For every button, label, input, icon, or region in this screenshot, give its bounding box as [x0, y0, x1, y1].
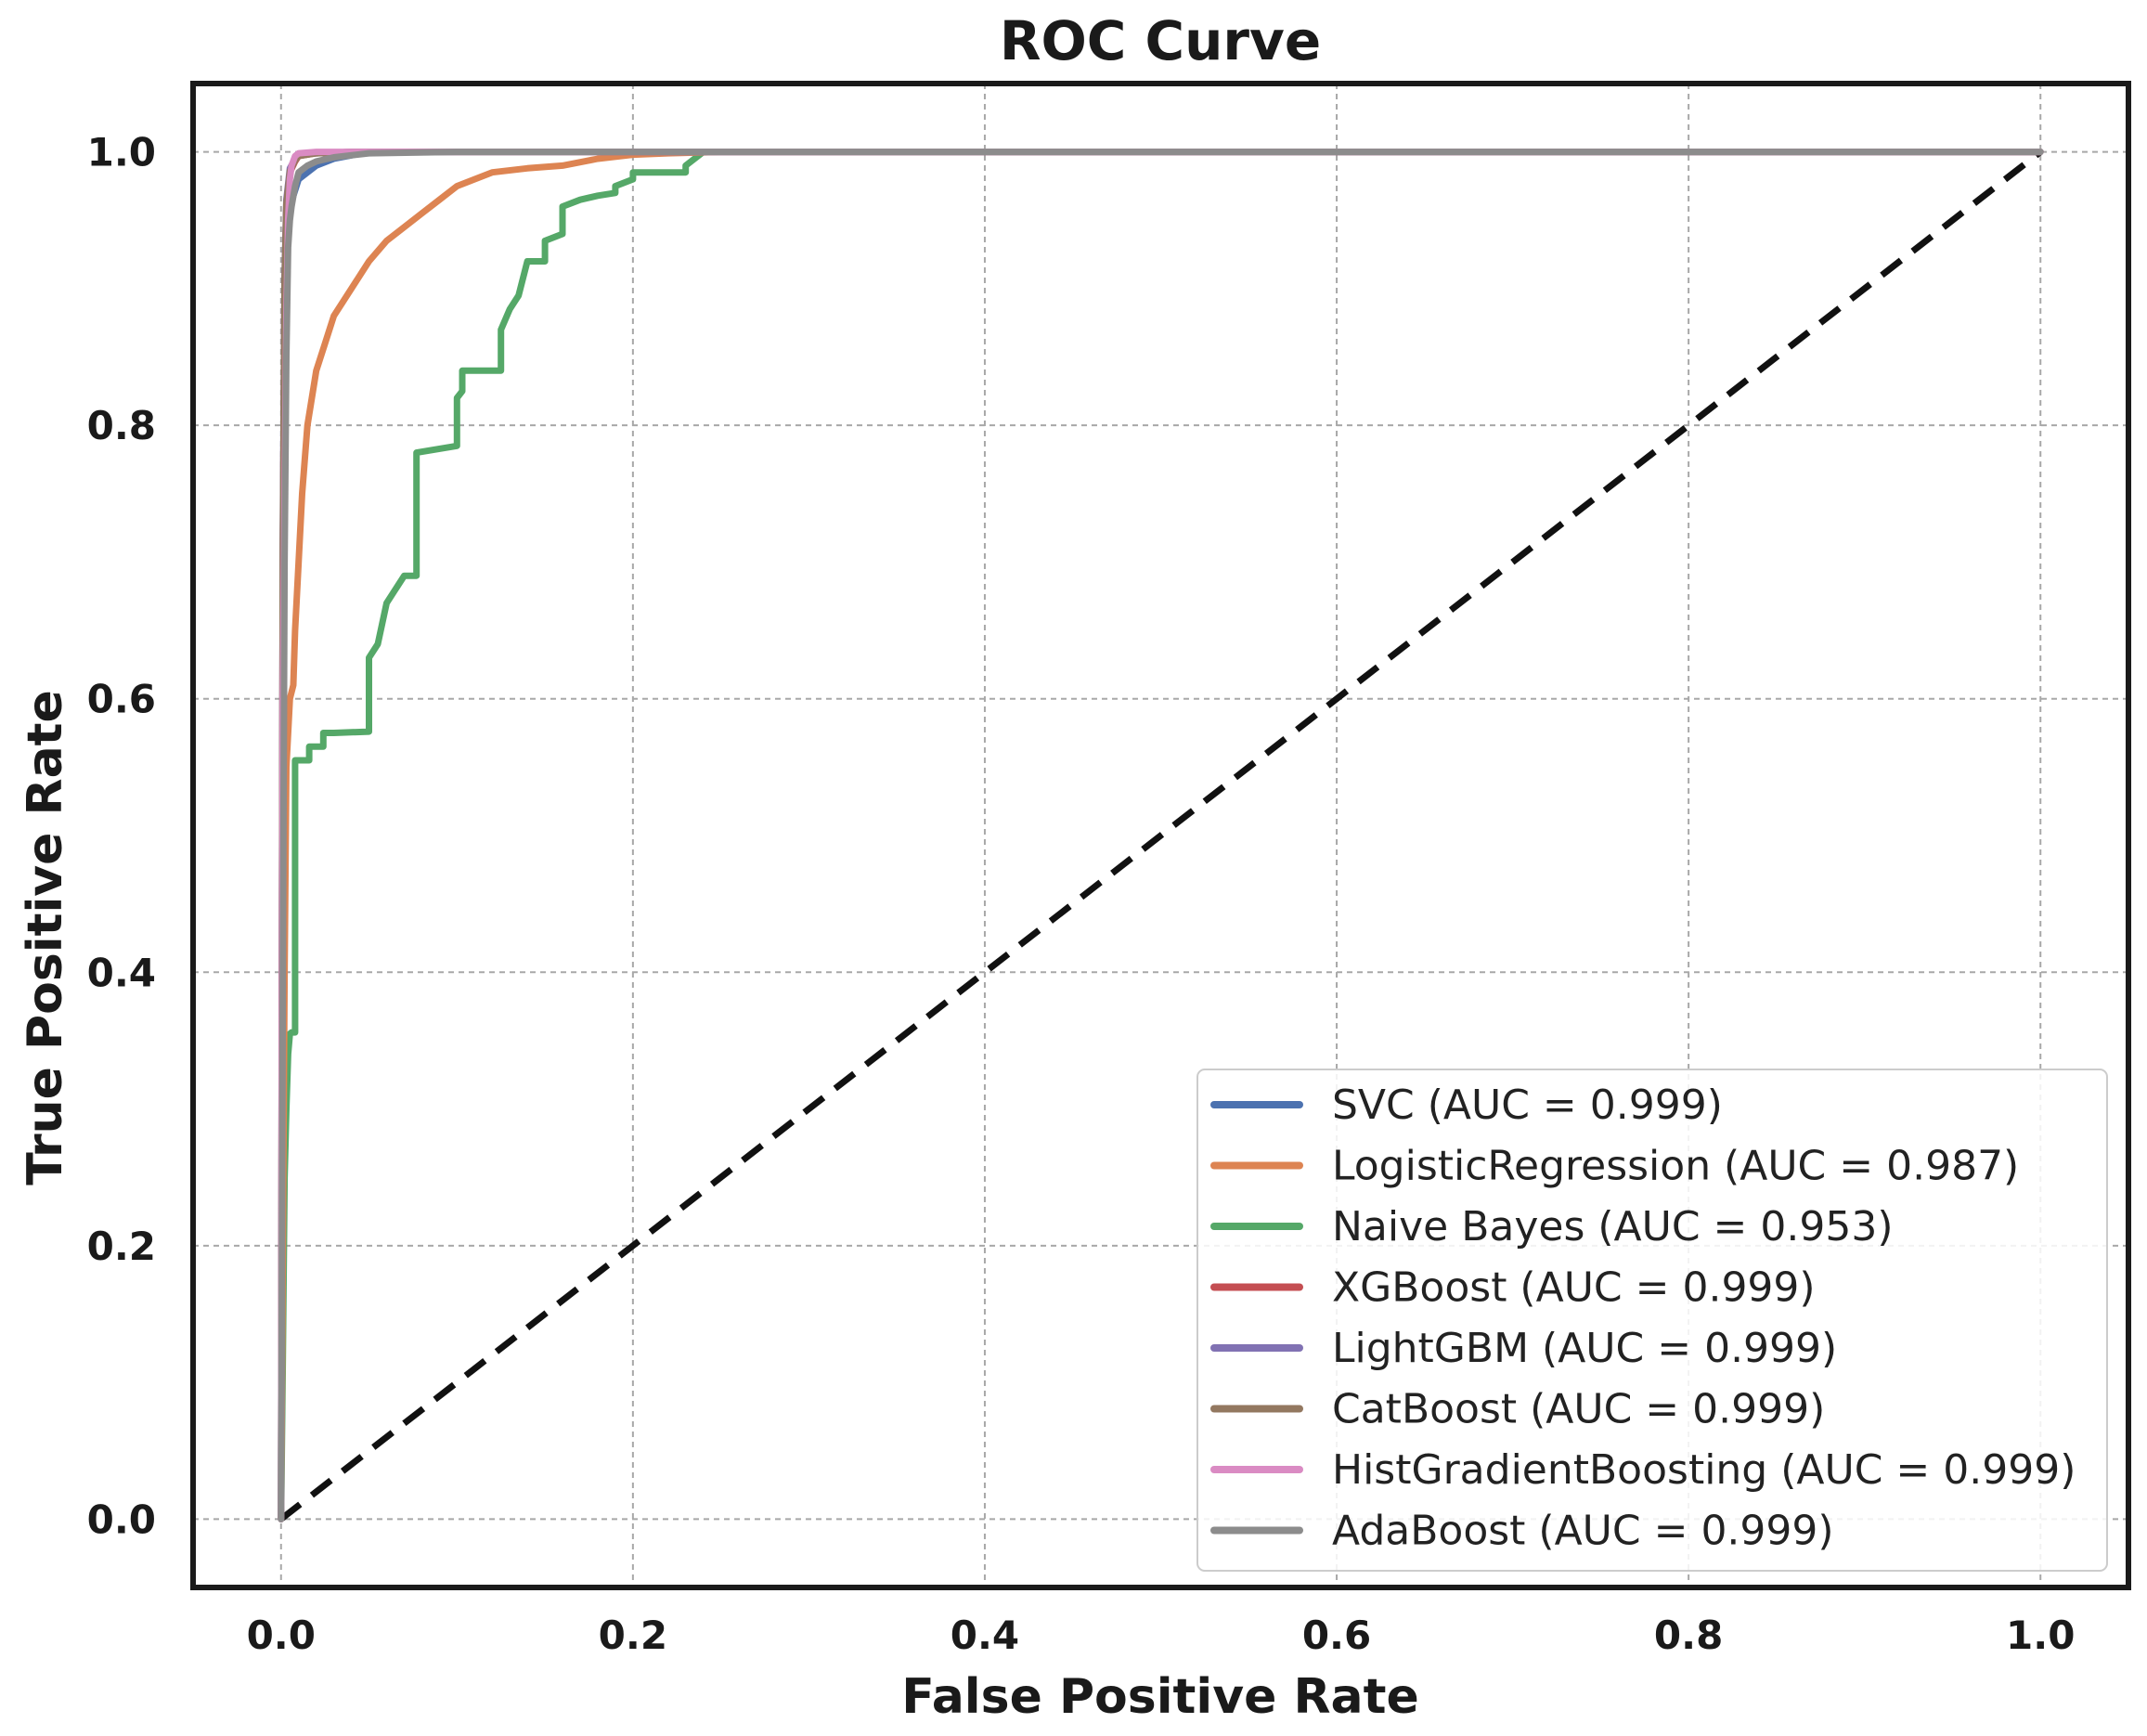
roc-curves: [278, 149, 2044, 1522]
legend: SVC (AUC = 0.999) LogisticRegression (AUC…: [1196, 1069, 2108, 1572]
y-tick-label: 0.0: [87, 1496, 156, 1542]
chart-title: ROC Curve: [1000, 9, 1321, 72]
legend-box: [1196, 1069, 2108, 1572]
y-tick-label: 0.4: [87, 950, 156, 995]
x-tick-label: 0.8: [1654, 1613, 1723, 1658]
plot-frame: [190, 81, 2131, 1590]
x-axis-ticks: 0.0 0.2 0.4 0.6 0.8 1.0: [247, 1613, 2076, 1658]
y-axis-label: True Positive Rate: [18, 690, 73, 1185]
legend-entry-label: LogisticRegression (AUC = 0.987): [1332, 1143, 2019, 1190]
x-axis-label: False Positive Rate: [901, 1669, 1419, 1725]
x-tick-label: 0.4: [951, 1613, 1019, 1658]
y-tick-label: 0.2: [87, 1224, 156, 1269]
x-tick-label: 0.2: [599, 1613, 667, 1658]
x-tick-label: 1.0: [2006, 1613, 2075, 1658]
legend-entry-label: AdaBoost (AUC = 0.999): [1332, 1508, 1834, 1555]
x-tick-label: 0.6: [1302, 1613, 1371, 1658]
legend-entry-label: HistGradientBoosting (AUC = 0.999): [1332, 1446, 2076, 1494]
roc-curve-7: [278, 149, 2044, 1522]
legend-entry-label: LightGBM (AUC = 0.999): [1332, 1325, 1837, 1372]
legend-entry-label: SVC (AUC = 0.999): [1332, 1082, 1723, 1129]
legend-entry-label: Naive Bayes (AUC = 0.953): [1332, 1203, 1894, 1250]
legend-entry-label: XGBoost (AUC = 0.999): [1332, 1264, 1816, 1312]
chance-line-group: [278, 149, 2043, 1522]
roc-curve-2: [278, 149, 2044, 1522]
legend-entry-label: CatBoost (AUC = 0.999): [1332, 1386, 1825, 1433]
y-tick-label: 0.8: [87, 403, 156, 448]
y-tick-label: 0.6: [87, 677, 156, 722]
chance-line: [278, 149, 2043, 1522]
y-axis-ticks: 0.0 0.2 0.4 0.6 0.8 1.0: [87, 130, 156, 1543]
roc-curve-1: [278, 149, 2044, 1522]
y-tick-label: 1.0: [87, 130, 156, 175]
x-tick-label: 0.0: [247, 1613, 316, 1658]
